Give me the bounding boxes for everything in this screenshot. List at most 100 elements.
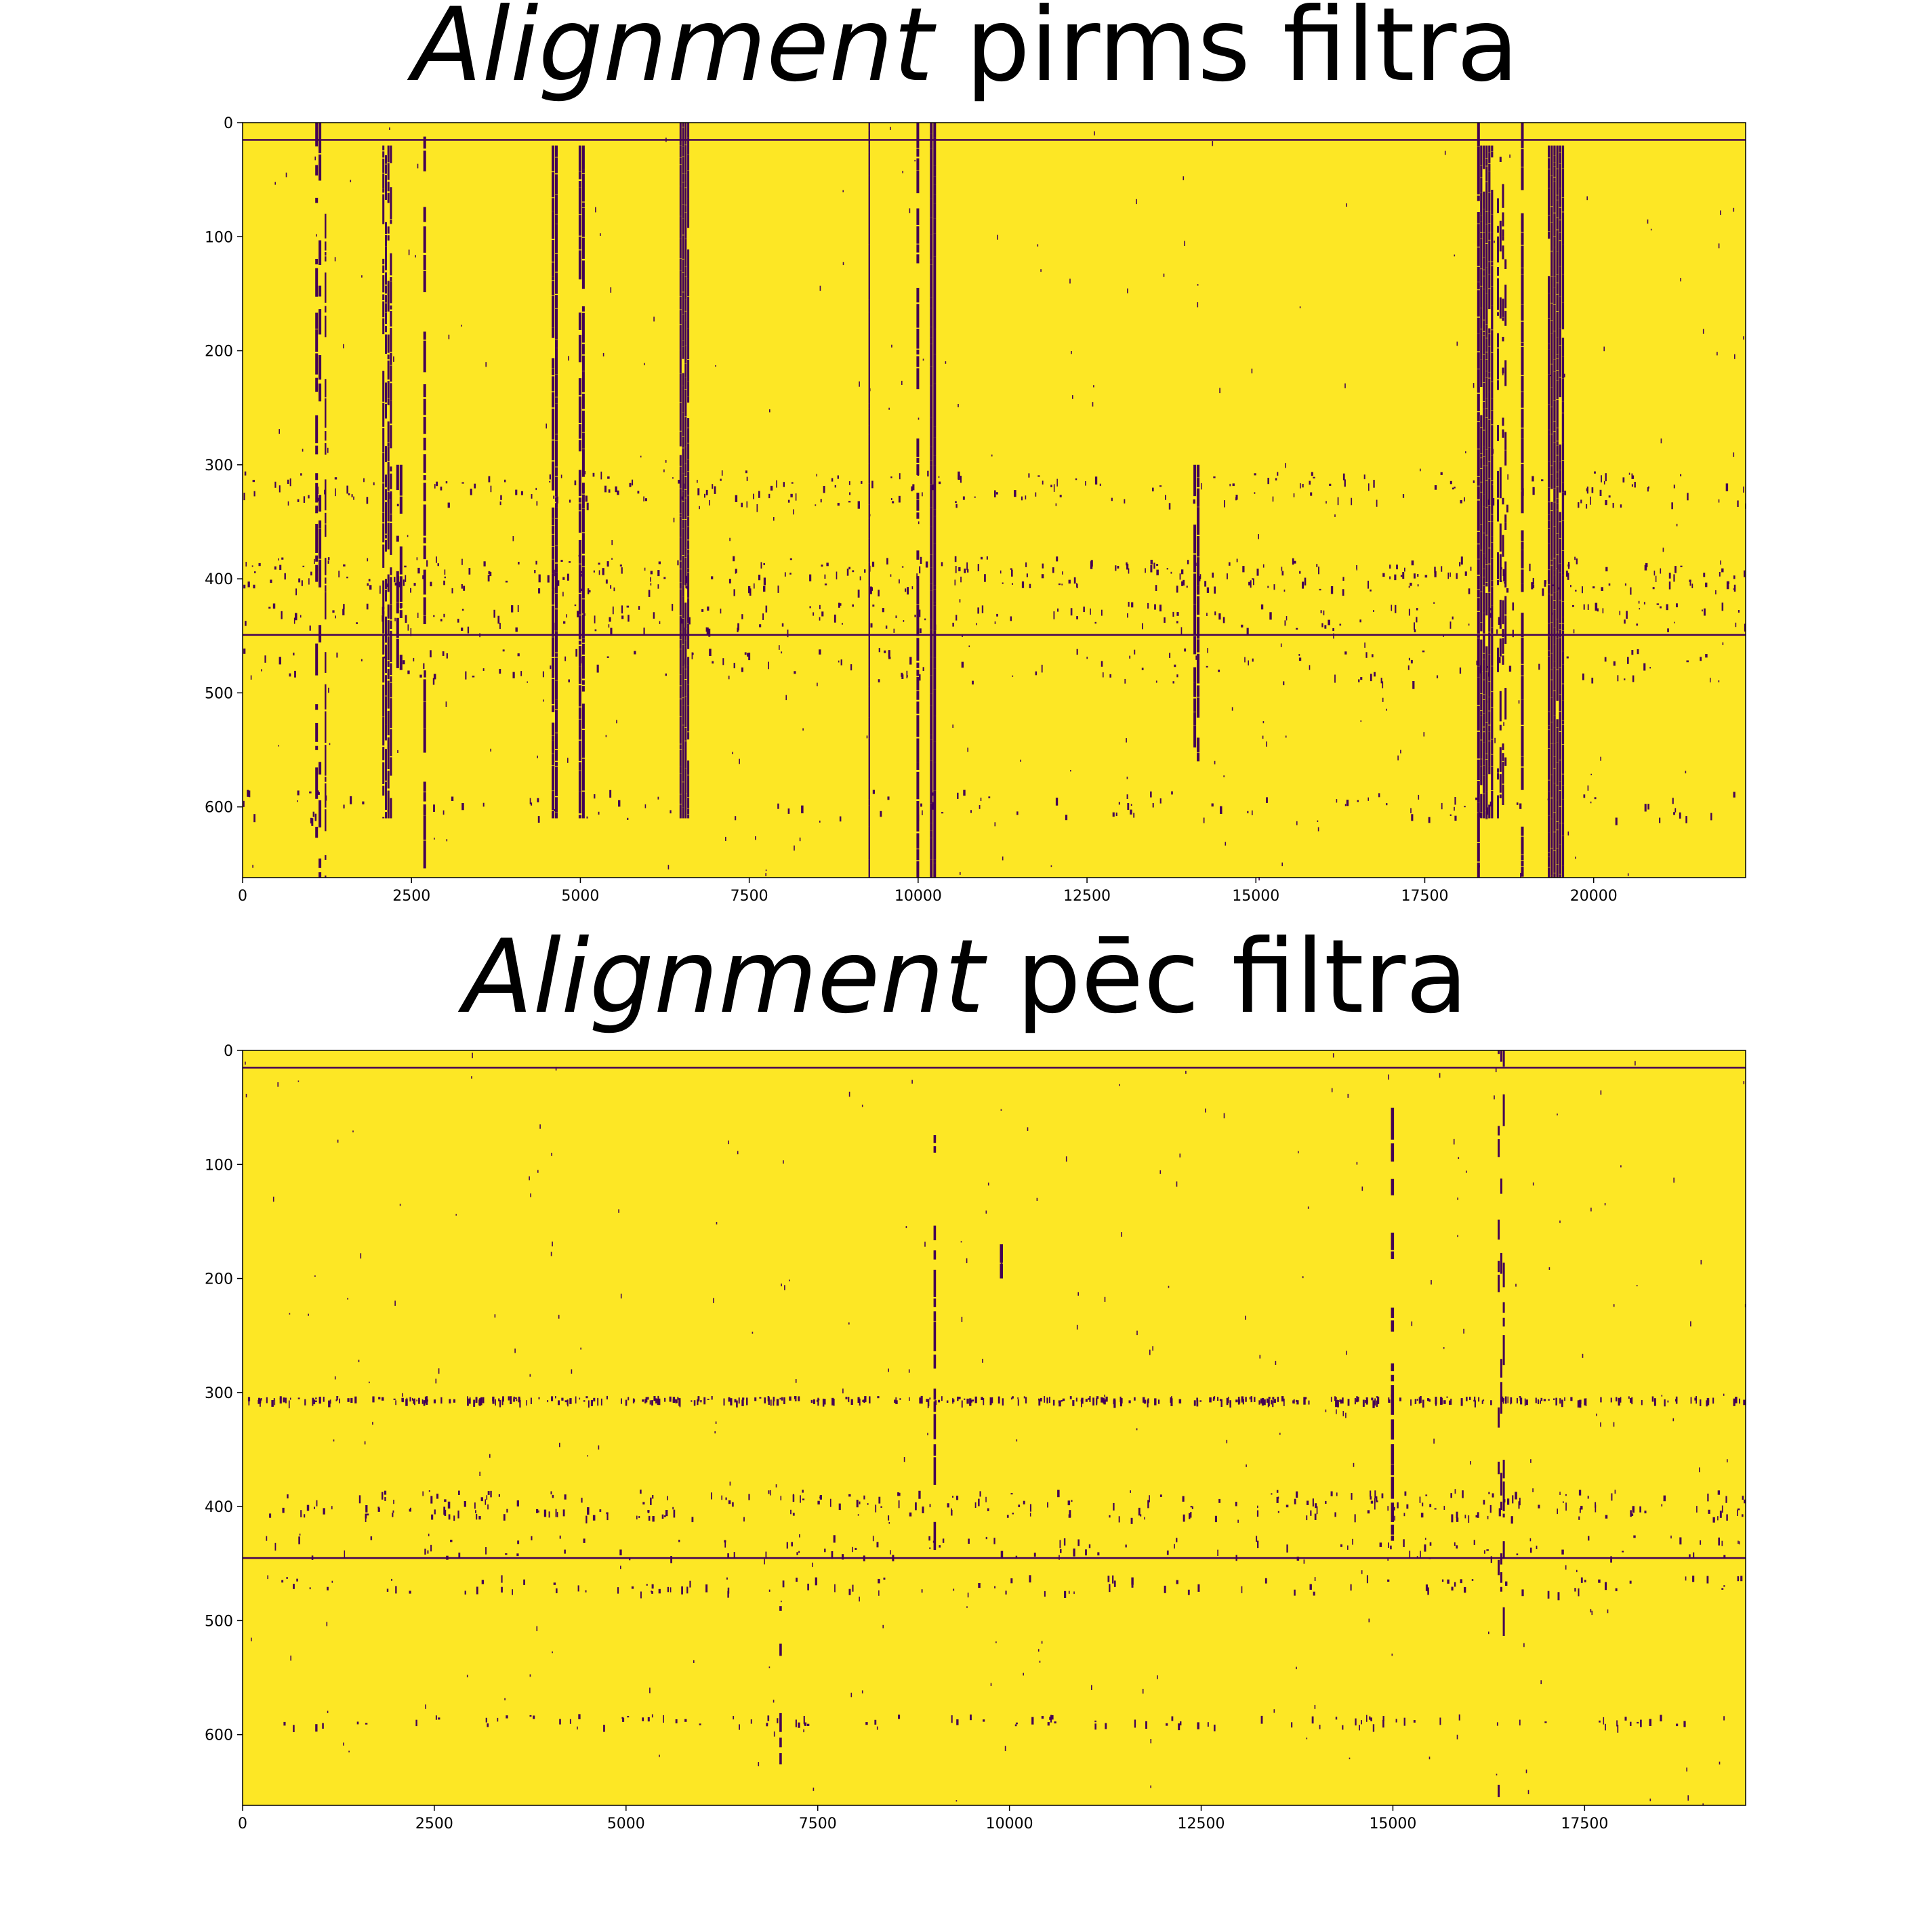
gap-speck <box>1091 1685 1092 1690</box>
gap-speck <box>607 561 609 567</box>
gap-segment <box>325 315 327 337</box>
gap-segment <box>385 175 387 200</box>
gap-segment <box>552 392 555 408</box>
gap-speck <box>878 1496 881 1504</box>
gap-speck <box>1727 1459 1728 1462</box>
gap-segment <box>1548 748 1550 780</box>
gap-speck <box>435 1715 437 1720</box>
gap-speck <box>1380 678 1382 684</box>
gap-speck <box>1127 803 1130 811</box>
gap-segment <box>1488 731 1491 741</box>
gap-speck <box>850 664 852 671</box>
gap-speck <box>966 1398 969 1404</box>
gap-speck <box>998 1396 1000 1404</box>
gap-segment <box>687 808 690 815</box>
gap-segment <box>552 172 555 198</box>
gap-speck <box>1103 1399 1106 1405</box>
gap-speck <box>1147 602 1149 609</box>
gap-speck <box>691 1517 694 1523</box>
gap-speck <box>1660 568 1662 574</box>
gap-speck <box>413 583 416 586</box>
gap-segment <box>325 684 327 710</box>
gap-speck <box>838 1503 841 1511</box>
gap-speck <box>1616 1720 1618 1727</box>
gap-segment <box>1483 276 1485 289</box>
gap-speck <box>461 558 463 565</box>
gap-segment <box>1485 166 1488 182</box>
gap-speck <box>1578 1516 1580 1520</box>
gap-speck <box>813 1787 815 1791</box>
gap-speck <box>991 454 993 457</box>
gap-segment <box>1548 349 1550 375</box>
gap-speck <box>728 1141 729 1145</box>
gap-segment <box>1556 218 1559 230</box>
gap-segment <box>1561 492 1565 521</box>
gap-speck <box>568 679 570 682</box>
gap-segment <box>933 589 937 602</box>
gap-speck <box>869 514 871 516</box>
gap-segment <box>1477 486 1480 499</box>
gap-speck <box>1402 572 1405 579</box>
gap-segment <box>555 440 558 467</box>
gap-speck <box>328 1400 331 1408</box>
gap-speck <box>1368 483 1370 491</box>
gap-speck <box>1037 475 1040 477</box>
gap-speck <box>1285 735 1287 738</box>
gap-segment <box>1499 220 1502 252</box>
gap-segment <box>1521 676 1524 700</box>
gap-segment <box>1556 145 1559 169</box>
gap-segment <box>1497 226 1499 233</box>
gap-segment <box>1553 627 1556 644</box>
gap-speck <box>1376 1396 1378 1398</box>
gap-segment <box>1550 501 1553 511</box>
gap-segment <box>578 181 581 188</box>
gap-segment <box>1502 1094 1505 1126</box>
gap-speck <box>1648 486 1649 489</box>
gap-speck <box>1372 1400 1375 1408</box>
gap-speck <box>1266 741 1267 747</box>
gap-segment <box>385 675 387 696</box>
gap-speck <box>1386 803 1388 806</box>
gap-speck <box>350 796 352 804</box>
gap-speck <box>1424 1544 1426 1552</box>
gap-speck <box>787 630 789 638</box>
gap-segment <box>423 384 426 398</box>
gap-segment <box>1521 342 1524 347</box>
gap-speck <box>903 620 905 622</box>
gap-segment <box>1548 636 1550 651</box>
gap-speck <box>978 1583 981 1588</box>
gap-speck <box>1630 1510 1632 1517</box>
gap-segment <box>1193 525 1197 554</box>
gap-speck <box>1605 473 1607 482</box>
gap-speck <box>1248 581 1251 586</box>
gap-segment <box>679 680 682 686</box>
gap-speck <box>398 581 400 588</box>
gap-speck <box>323 1397 325 1402</box>
gap-segment <box>1553 756 1556 769</box>
gap-speck <box>809 606 811 609</box>
gap-speck <box>1670 1535 1672 1539</box>
gap-segment <box>1548 832 1550 853</box>
gap-speck <box>1436 675 1439 678</box>
gap-segment <box>385 295 387 303</box>
gap-speck <box>678 1540 680 1542</box>
gap-speck <box>815 504 817 506</box>
gap-segment <box>1502 1513 1505 1518</box>
gap-speck <box>924 618 926 621</box>
gap-speck <box>1142 623 1143 630</box>
gap-speck <box>417 567 420 574</box>
gap-segment <box>325 241 327 251</box>
gap-speck <box>539 1124 541 1129</box>
gap-segment <box>1500 1252 1502 1274</box>
gap-speck <box>379 586 381 594</box>
gap-speck <box>689 1580 691 1588</box>
gap-segment <box>684 768 687 794</box>
gap-speck <box>1468 1515 1470 1523</box>
gap-speck <box>974 1396 977 1403</box>
gap-segment <box>1502 629 1504 637</box>
gap-segment <box>930 234 933 260</box>
gap-speck <box>364 1441 366 1445</box>
gap-speck <box>585 1515 588 1523</box>
gap-segment <box>687 428 690 443</box>
gap-speck <box>475 1510 476 1513</box>
